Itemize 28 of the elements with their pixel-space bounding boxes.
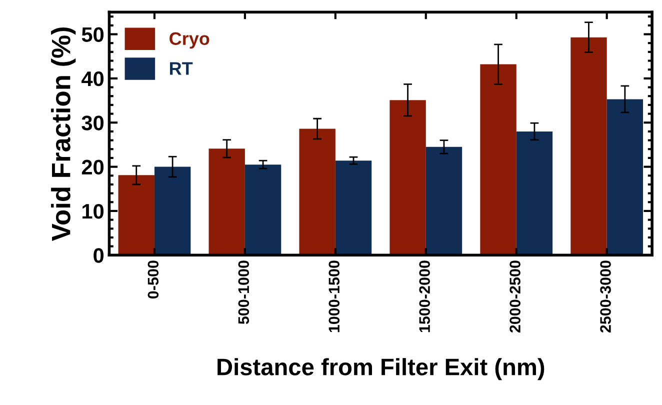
bar — [480, 64, 516, 256]
x-tick-label: 1000-1500 — [328, 260, 340, 332]
y-tick-label: 50 — [82, 27, 104, 42]
x-tick-label: 2500-3000 — [600, 260, 611, 333]
x-tick-label: 500-1000 — [238, 260, 250, 324]
y-tick-label: 20 — [82, 160, 104, 175]
bar — [244, 164, 282, 256]
bar — [118, 175, 154, 256]
bar — [335, 160, 372, 256]
x-tick-label: 2000-2500 — [510, 260, 520, 333]
bar — [390, 100, 426, 256]
legend-label: Cryo — [170, 32, 210, 49]
y-axis-title: Void Fraction (%) — [51, 27, 76, 241]
bar — [299, 128, 336, 256]
legend-label: RT — [170, 62, 193, 75]
bar — [208, 148, 245, 256]
y-tick-label: 40 — [82, 71, 104, 86]
x-tick-label: 1500-2000 — [419, 260, 430, 332]
bar — [570, 37, 607, 256]
bar — [154, 166, 191, 256]
x-axis-title: Distance from Filter Exit (nm) — [218, 358, 544, 380]
bar — [516, 131, 553, 256]
y-tick-label: 0 — [94, 248, 104, 263]
bar — [606, 99, 644, 256]
y-tick-label: 10 — [82, 204, 104, 219]
y-tick-label: 30 — [82, 116, 104, 130]
x-tick-label: 0-500 — [148, 260, 159, 298]
bar — [426, 146, 462, 256]
